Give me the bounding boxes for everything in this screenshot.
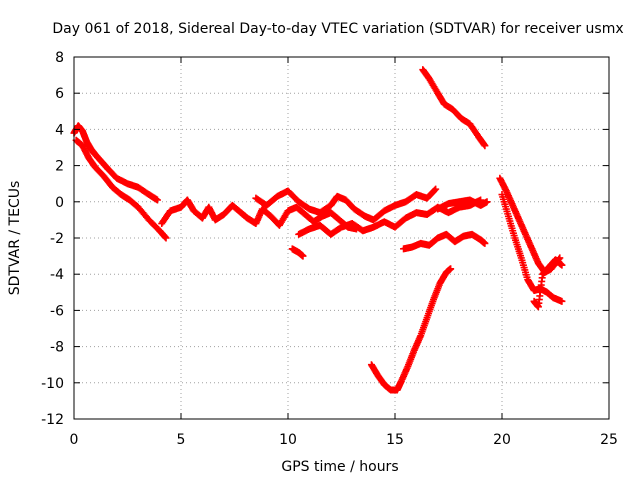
grid-lines [74,57,609,419]
data-point [432,185,440,193]
data-point [481,142,489,150]
data-point [481,239,489,247]
y-tick-label: 0 [55,195,64,211]
x-tick-label: 25 [600,432,618,448]
x-tick-label: 0 [70,432,79,448]
x-tick-label: 20 [493,432,511,448]
data-point [431,186,439,194]
data-point [162,234,170,242]
x-axis-label: GPS time / hours [281,459,398,475]
data-point [447,265,455,273]
chart-title: Day 061 of 2018, Sidereal Day-to-day VTE… [52,21,623,37]
data-point [153,196,161,204]
y-tick-label: -8 [50,340,64,356]
data-point [483,198,491,206]
y-axis-label: SDTVAR / TECUs [7,181,23,296]
y-tick-label: 6 [55,86,64,102]
y-tick-label: -6 [50,303,64,319]
data-point [299,252,307,260]
y-tick-label: 8 [55,50,64,66]
y-tick-label: 2 [55,159,64,175]
data-points [70,66,566,394]
data-point [558,297,566,305]
x-tick-label: 15 [386,432,404,448]
y-tick-label: -4 [50,267,64,283]
axis-ticks: 0 5 10 15 20 25 -12 -10 -8 -6 -4 -2 0 2 4 6 8 [41,50,618,448]
y-tick-label: -2 [50,231,64,247]
x-tick-label: 10 [279,432,297,448]
y-tick-label: -12 [41,412,64,428]
y-tick-label: -10 [41,376,64,392]
x-tick-label: 5 [177,432,186,448]
data-point [558,261,566,269]
y-tick-label: 4 [55,122,64,138]
